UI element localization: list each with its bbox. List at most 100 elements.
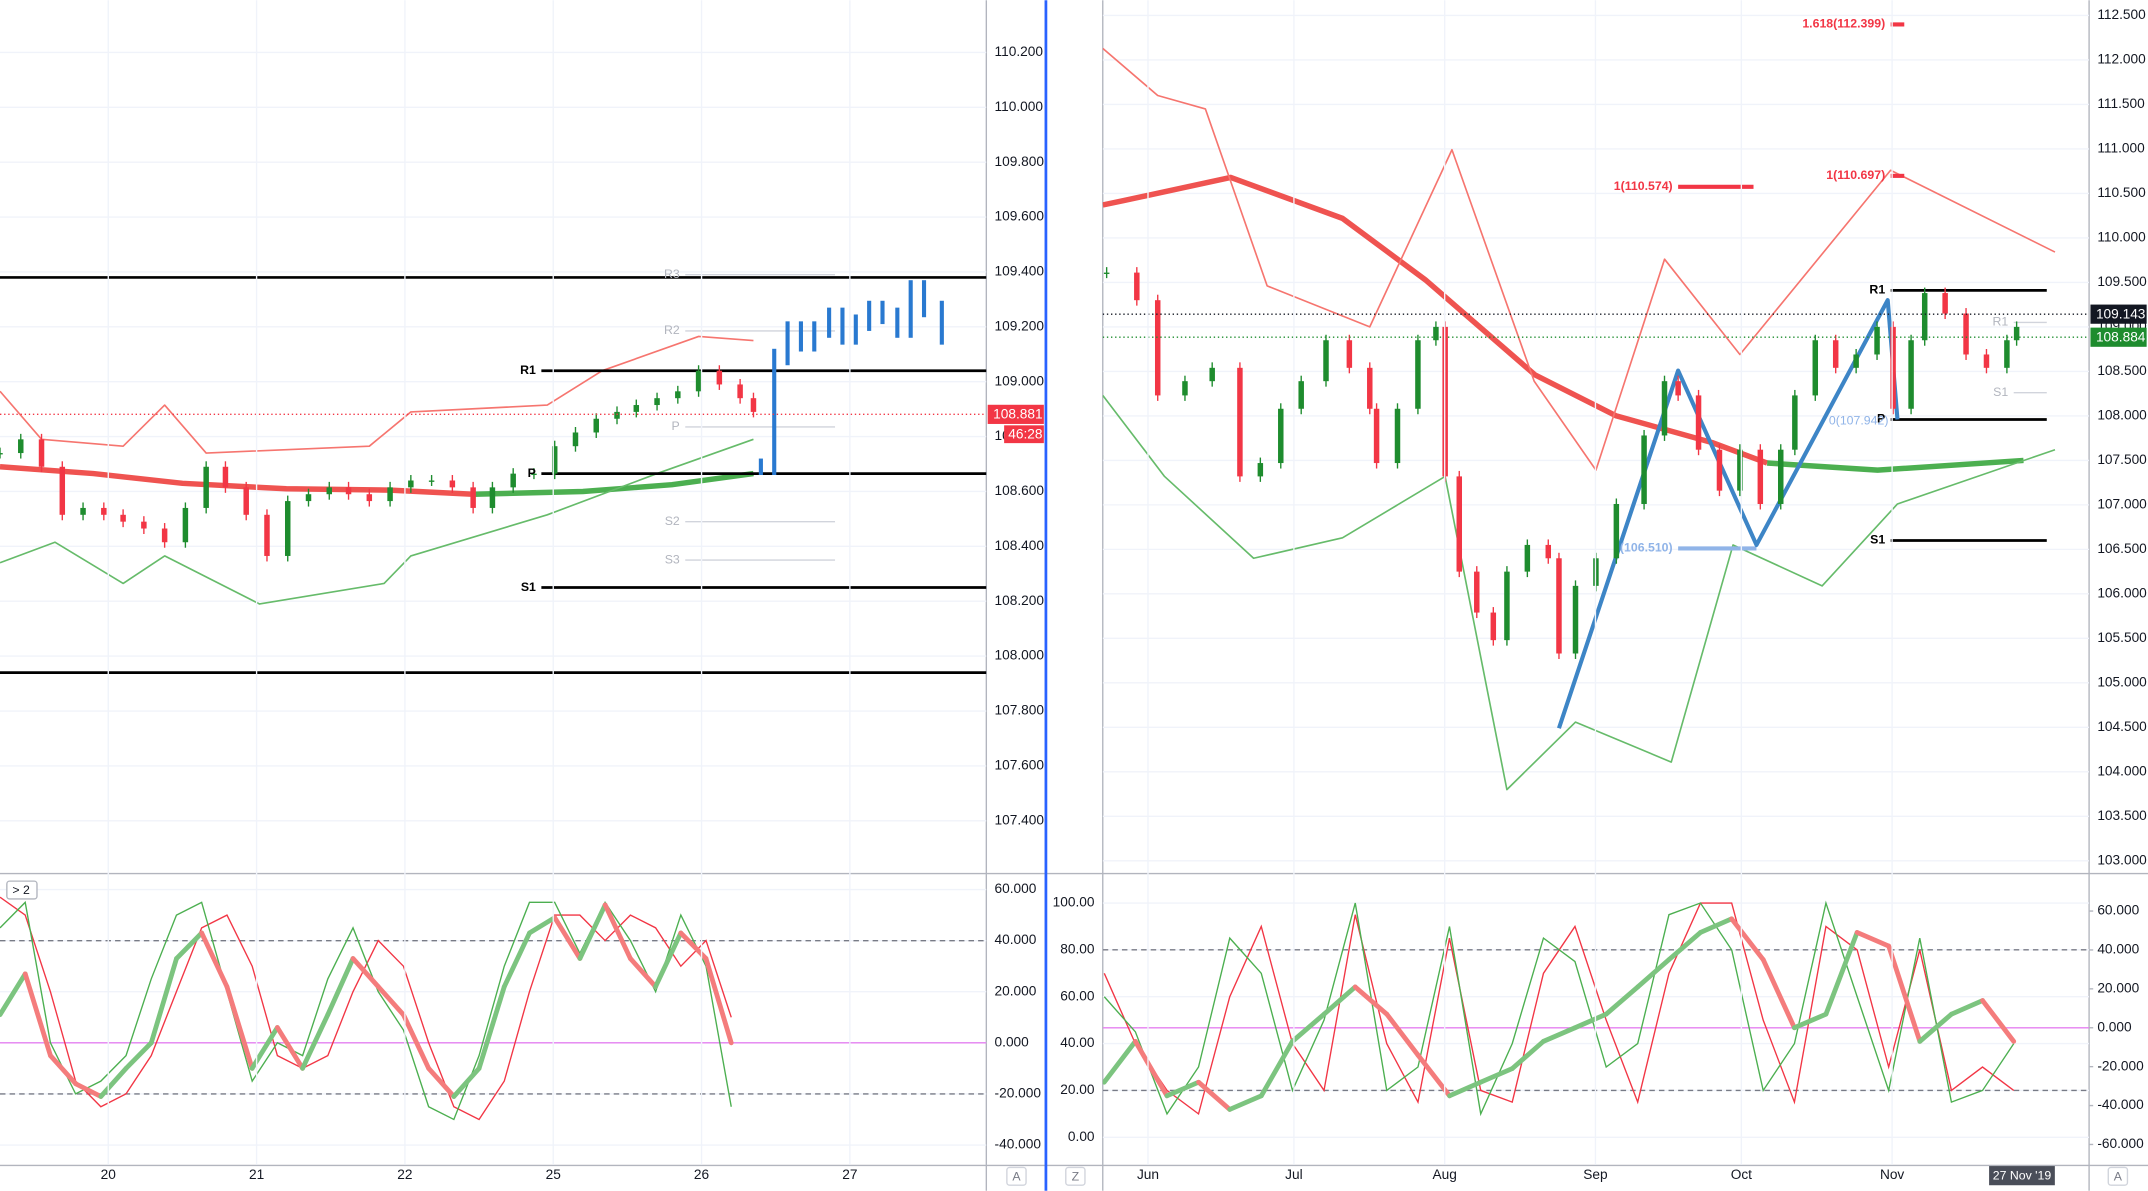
y-tick-label: 104.000 bbox=[2097, 763, 2147, 778]
candle bbox=[1504, 571, 1510, 641]
oscillator-segment bbox=[627, 956, 658, 990]
candle bbox=[1890, 326, 1896, 409]
y-tick-label: 109.600 bbox=[995, 209, 1045, 224]
zoom-button[interactable] bbox=[1065, 1166, 1086, 1186]
candle bbox=[633, 405, 640, 412]
oscillator-segment bbox=[527, 915, 558, 936]
candle bbox=[1832, 340, 1839, 368]
y-tick-label: 109.200 bbox=[995, 318, 1045, 333]
pane-label: > 2 bbox=[12, 883, 30, 897]
candle bbox=[1675, 381, 1681, 396]
oscillator-segment bbox=[1949, 998, 1985, 1017]
y-tick-label: 60.000 bbox=[995, 881, 1037, 896]
oscillator-segment bbox=[1760, 957, 1797, 1031]
indicator-line bbox=[1102, 174, 1769, 466]
candle bbox=[428, 480, 435, 482]
indicator-line bbox=[0, 335, 754, 454]
y-tick-label: 111.000 bbox=[2097, 141, 2145, 156]
y-tick-label: 103.000 bbox=[2097, 852, 2147, 867]
y-tick-label: 111.500 bbox=[2097, 96, 2145, 111]
candle bbox=[737, 384, 743, 399]
oscillator-segment bbox=[325, 956, 356, 1018]
candle bbox=[1474, 571, 1480, 613]
fib-level-label: (106.510) bbox=[1620, 541, 1673, 555]
oscillator-segment bbox=[451, 1065, 482, 1099]
pivot-level-label: R2 bbox=[664, 323, 680, 337]
auto-button-label[interactable]: A bbox=[1012, 1169, 1021, 1183]
oscillator-segment bbox=[1509, 1038, 1546, 1072]
oscillator-segment bbox=[1321, 984, 1358, 1017]
pane bbox=[0, 51, 987, 822]
oscillator-segment bbox=[602, 902, 633, 961]
x-tick-label: 22 bbox=[397, 1167, 412, 1182]
candle bbox=[1237, 367, 1243, 477]
y-tick-label: 40.000 bbox=[995, 932, 1037, 947]
oscillator-segment bbox=[501, 930, 532, 990]
candle bbox=[80, 507, 86, 515]
y-tick-label: 105.000 bbox=[2097, 674, 2147, 689]
oscillator-segment bbox=[1478, 1066, 1515, 1085]
pane bbox=[1102, 900, 2090, 1138]
oscillator-segment bbox=[1886, 943, 1923, 1044]
candle bbox=[2013, 326, 2020, 341]
price-tag-label: 108.881 bbox=[993, 407, 1042, 422]
x-tick-label: 25 bbox=[546, 1167, 562, 1182]
indicator-line bbox=[1102, 47, 2056, 471]
candle bbox=[1257, 463, 1264, 477]
auto-button[interactable] bbox=[2107, 1166, 2129, 1186]
pane bbox=[0, 888, 987, 1146]
candle bbox=[1373, 408, 1380, 464]
projection-bar bbox=[772, 348, 777, 475]
pivot-level-label: P bbox=[528, 466, 536, 480]
pivot-level-label: S3 bbox=[665, 552, 680, 566]
zoom-button-label[interactable]: Z bbox=[1072, 1169, 1080, 1183]
oscillator-segment bbox=[73, 1081, 104, 1099]
indicator-line bbox=[0, 463, 474, 498]
candle bbox=[203, 466, 209, 508]
candle bbox=[695, 370, 702, 392]
pivot-level-label: S1 bbox=[521, 580, 536, 594]
y-tick-label: 106.500 bbox=[2097, 541, 2147, 556]
y-tick-label: 108.000 bbox=[2097, 407, 2147, 422]
candle bbox=[387, 487, 393, 502]
candle bbox=[1792, 395, 1798, 450]
y-tick-label: 107.400 bbox=[995, 812, 1045, 827]
candle bbox=[161, 528, 168, 543]
y2-tick-label: 40.000 bbox=[2097, 942, 2139, 957]
oscillator-segment bbox=[401, 1012, 432, 1071]
pane-label-box bbox=[6, 880, 38, 900]
auto-button-label[interactable]: A bbox=[2114, 1169, 2123, 1183]
price-tag bbox=[2090, 327, 2147, 347]
oscillator-segment bbox=[1666, 930, 1703, 963]
pivot-level-label: R3 bbox=[664, 267, 680, 281]
countdown-label: 46:28 bbox=[1008, 427, 1043, 442]
x-tick-label: Jul bbox=[1285, 1167, 1303, 1182]
auto-button[interactable] bbox=[1006, 1166, 1027, 1186]
oscillator-segment bbox=[1290, 1011, 1327, 1044]
y-tick-label: 110.000 bbox=[995, 99, 1044, 114]
y-tick-label: 109.800 bbox=[995, 154, 1045, 169]
projection-bar bbox=[921, 280, 927, 318]
oscillator-segment bbox=[1917, 1011, 1954, 1044]
oscillator-segment bbox=[123, 1040, 154, 1071]
price-tag bbox=[2090, 304, 2147, 324]
candle bbox=[675, 391, 681, 399]
candle bbox=[750, 398, 757, 412]
candle bbox=[1737, 449, 1743, 491]
candle bbox=[264, 514, 270, 556]
y-tick-label: 109.500 bbox=[2097, 274, 2147, 289]
y-tick-label: 103.500 bbox=[2097, 808, 2147, 823]
y-tick-label: 107.800 bbox=[995, 703, 1045, 718]
projection-bar bbox=[840, 307, 845, 345]
y-tick-label: 100.00 bbox=[1053, 895, 1095, 910]
candle bbox=[1346, 340, 1353, 368]
y-tick-label: 109.400 bbox=[995, 264, 1045, 279]
candle bbox=[1298, 381, 1304, 409]
oscillator-segment bbox=[350, 956, 381, 990]
price-tag-label: 109.143 bbox=[2096, 306, 2146, 321]
candle bbox=[1641, 435, 1647, 504]
candle bbox=[1394, 408, 1401, 464]
oscillator-segment bbox=[1729, 916, 1766, 963]
pivot-level-label: P bbox=[672, 419, 680, 433]
y-tick-label: 107.500 bbox=[2097, 452, 2147, 467]
